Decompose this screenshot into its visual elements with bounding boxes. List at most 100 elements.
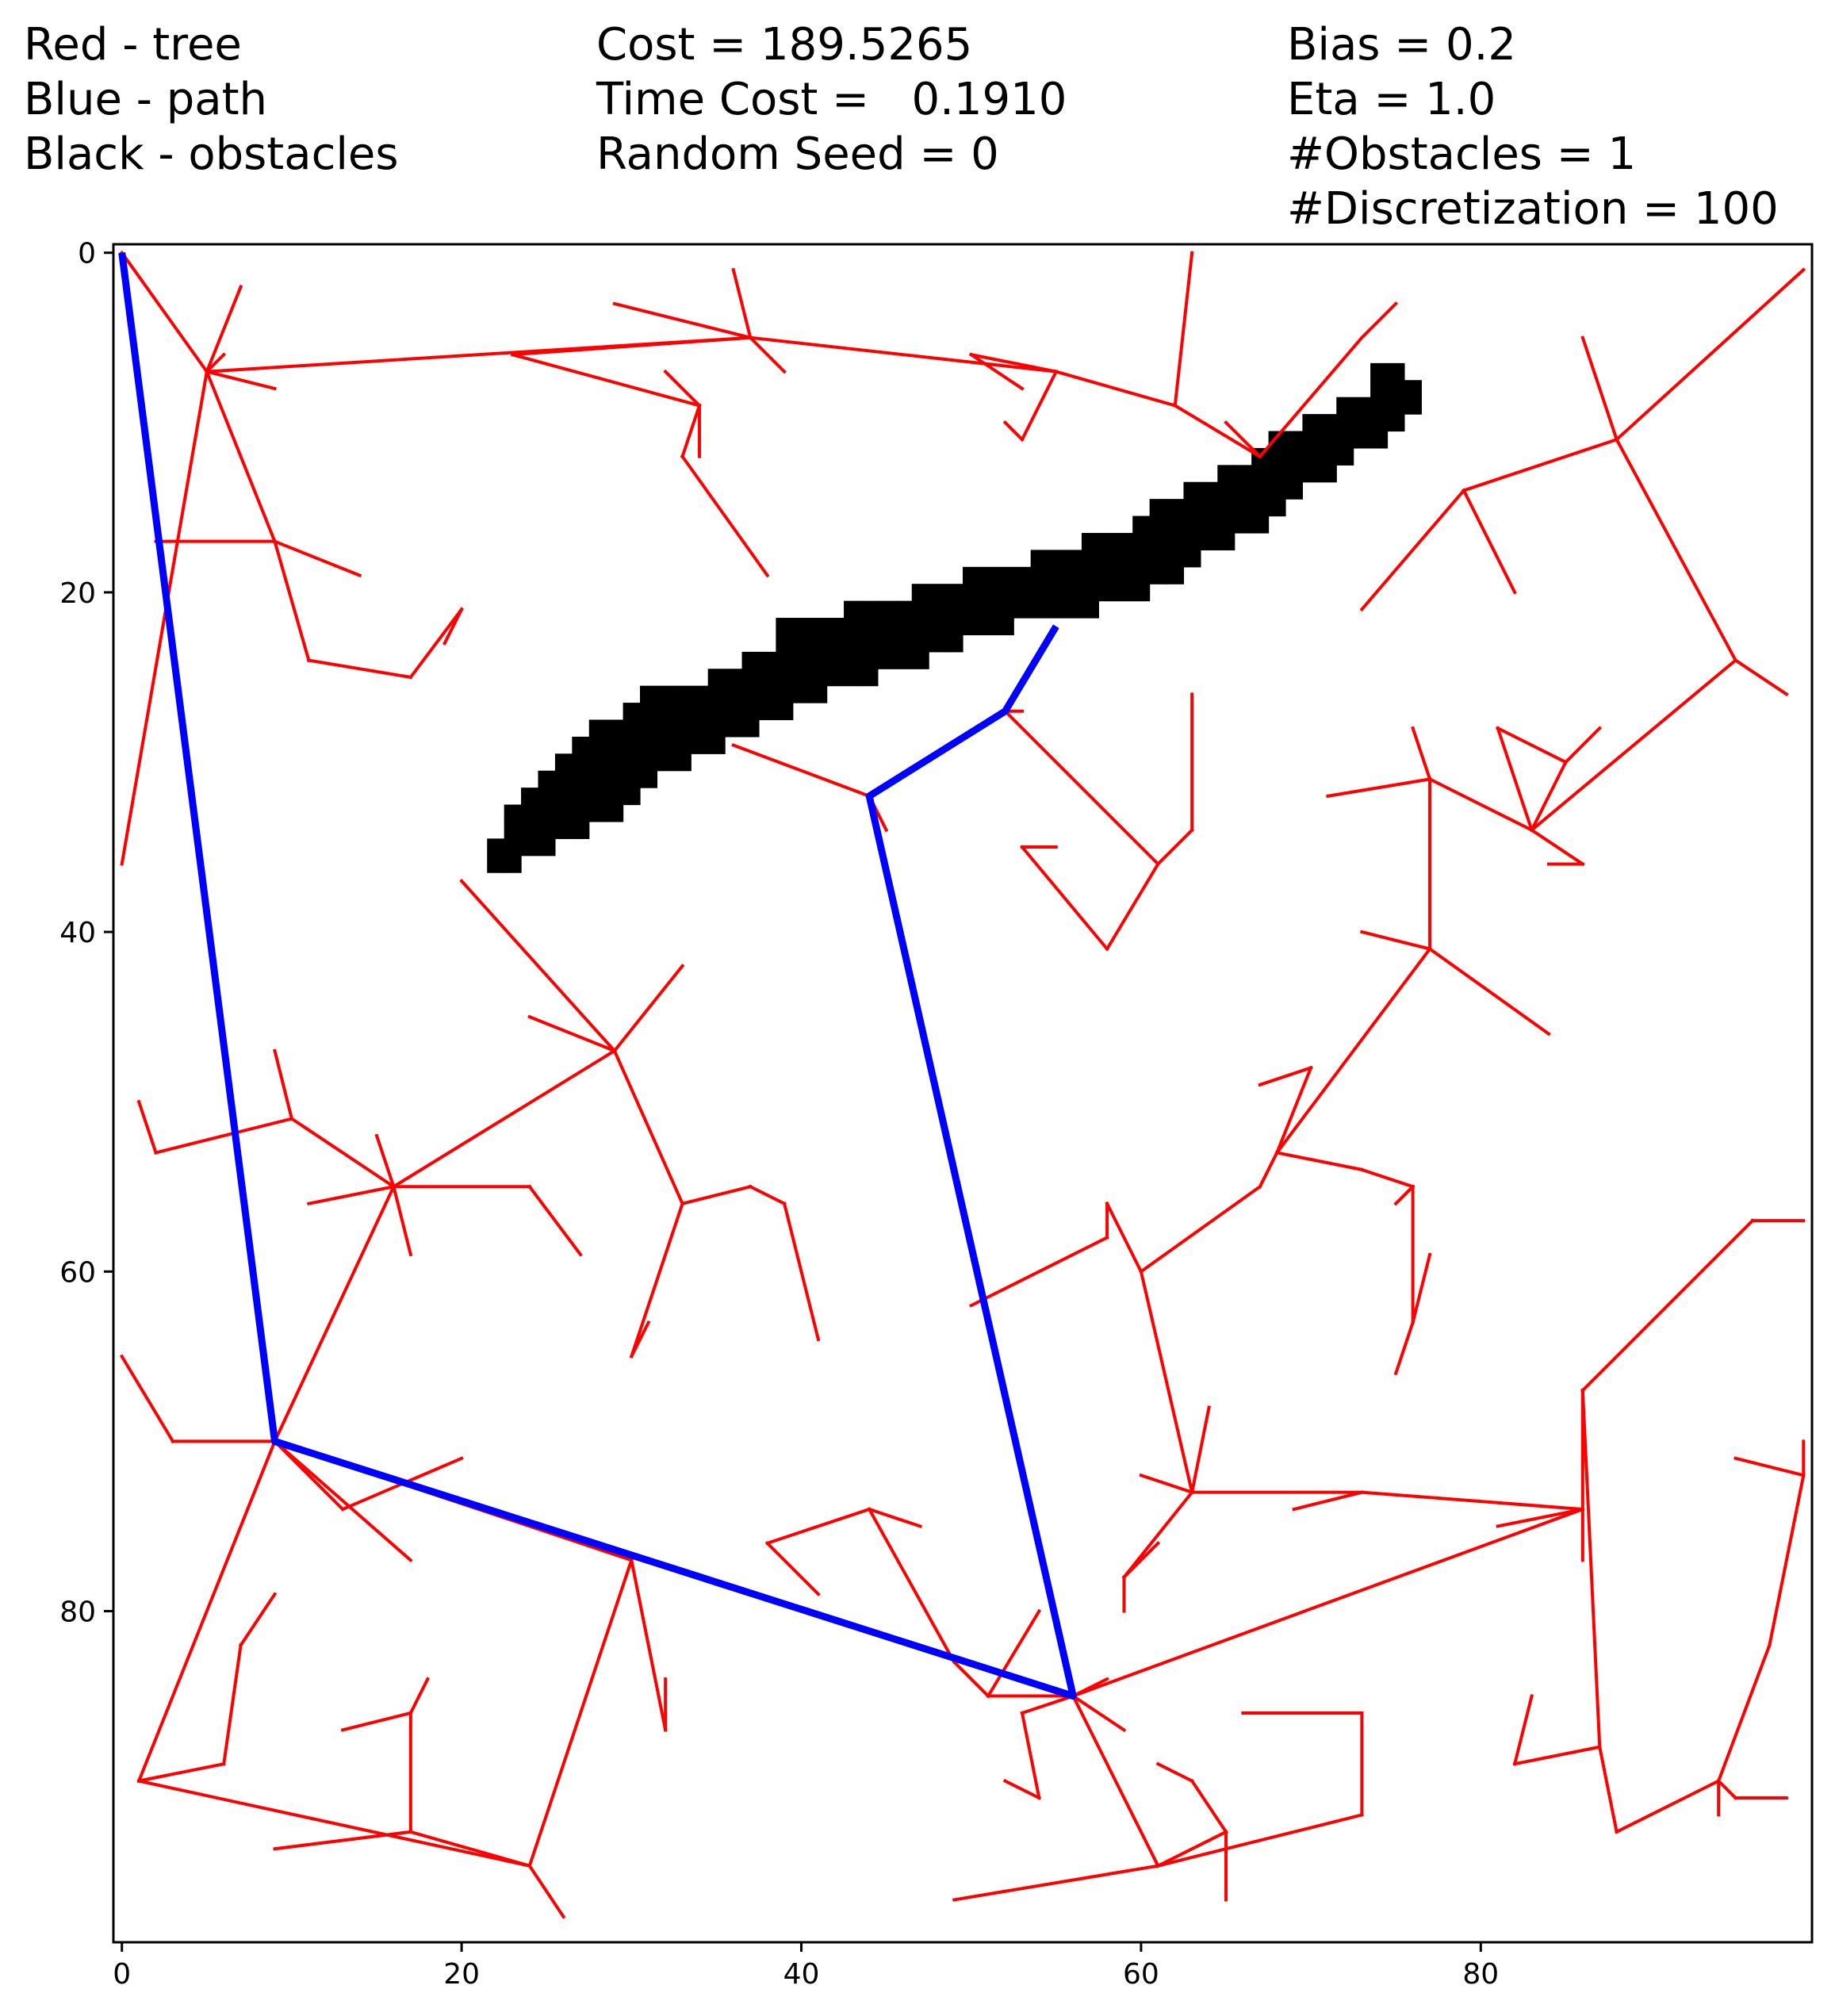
obstacle-cell bbox=[707, 669, 726, 687]
obstacle-cell bbox=[657, 753, 675, 772]
cost-label: Cost = 189.5265 bbox=[596, 19, 973, 71]
obstacle-cell bbox=[572, 770, 590, 788]
obstacle-cell bbox=[1115, 550, 1133, 568]
tree-edge bbox=[1155, 1812, 1364, 1868]
tree-edge bbox=[307, 658, 413, 680]
tree-edge bbox=[969, 1235, 1109, 1308]
tree-edge bbox=[1189, 1405, 1211, 1494]
tree-edge bbox=[1427, 946, 1551, 1037]
plot-frame bbox=[112, 243, 1814, 1944]
obstacle-cell bbox=[1048, 584, 1066, 602]
obstacle-cell bbox=[895, 634, 913, 653]
obstacle-cell bbox=[1200, 532, 1218, 550]
obstacle-cell bbox=[979, 566, 998, 584]
obstacle-cell bbox=[860, 669, 879, 687]
tree-edge bbox=[680, 1184, 753, 1206]
obstacle-cell bbox=[911, 584, 929, 602]
obstacle-cell bbox=[929, 600, 947, 619]
tree-edge bbox=[1020, 845, 1109, 952]
legend-text: Red - tree Blue - path Black - obstacles bbox=[24, 17, 399, 182]
obstacle-cell bbox=[588, 719, 607, 738]
obstacle-cell bbox=[1302, 465, 1320, 483]
obstacle-cell bbox=[776, 618, 794, 636]
obstacle-cell bbox=[623, 753, 641, 772]
obstacle-cell bbox=[487, 838, 505, 857]
obstacle-cell bbox=[1167, 550, 1185, 568]
obstacle-cell bbox=[826, 634, 845, 653]
tree-edge bbox=[238, 1592, 278, 1648]
obstacle-cell bbox=[707, 719, 726, 738]
obstacle-cell bbox=[1336, 414, 1354, 432]
obstacle-cell bbox=[588, 770, 607, 788]
obstacle-cell bbox=[1115, 584, 1133, 602]
tree-edge bbox=[1716, 1642, 1772, 1784]
tree-edge bbox=[1121, 1541, 1161, 1580]
tree-edge bbox=[968, 352, 1025, 391]
obstacle-cell bbox=[844, 618, 862, 636]
x-axis-ticks: 0 20 40 60 80 bbox=[113, 1942, 1499, 1991]
obstacle-cell bbox=[792, 651, 810, 669]
tree-edge bbox=[1139, 1184, 1262, 1274]
obstacle-cell bbox=[776, 634, 794, 653]
tree-edge bbox=[1258, 1065, 1313, 1087]
tree-edge bbox=[1359, 301, 1399, 340]
obstacle-cell bbox=[1404, 380, 1422, 398]
obstacle-cell bbox=[606, 804, 624, 822]
obstacle-cell bbox=[1268, 431, 1286, 449]
tree-edge bbox=[1359, 488, 1466, 612]
obstacle-cell bbox=[741, 651, 760, 669]
tree-edge bbox=[1139, 1269, 1194, 1495]
tree-edge bbox=[1292, 1490, 1364, 1512]
obstacle-cell bbox=[606, 736, 624, 754]
tree-edge bbox=[340, 1711, 413, 1732]
obstacle-cell bbox=[1167, 515, 1185, 534]
tree-edge bbox=[1614, 267, 1806, 443]
tree-edge bbox=[952, 1659, 990, 1699]
obstacle-cell bbox=[691, 719, 709, 738]
obstacle-cell bbox=[1387, 397, 1405, 415]
obstacle-cell bbox=[1064, 550, 1082, 568]
obstacle-cell bbox=[810, 634, 828, 653]
obstacle-cell bbox=[1013, 600, 1032, 619]
obstacle-cell bbox=[640, 736, 658, 754]
obstacle-cell bbox=[1353, 414, 1371, 432]
obstacle-cell bbox=[776, 651, 794, 669]
obstacle-cell bbox=[1098, 550, 1117, 568]
obstacle-cell bbox=[1132, 584, 1151, 602]
obstacle-cell bbox=[521, 788, 539, 806]
obstacle-cell bbox=[1285, 431, 1303, 449]
tree-edge bbox=[969, 352, 1059, 374]
obstacle-cell bbox=[504, 821, 522, 839]
tree-edge bbox=[1496, 1507, 1585, 1528]
obstacle-cell bbox=[929, 618, 947, 636]
obstacle-cell bbox=[1234, 515, 1252, 534]
tree-edge bbox=[511, 335, 753, 357]
obstacle-cell bbox=[1081, 600, 1099, 619]
tree-edge bbox=[374, 1133, 396, 1189]
obstacle-cell bbox=[929, 634, 947, 653]
obstacle-cell bbox=[487, 855, 505, 873]
tree-edge bbox=[1274, 946, 1432, 1156]
obstacle-cell bbox=[504, 855, 522, 873]
obstacle-cell bbox=[895, 600, 913, 619]
tree-edge bbox=[1258, 1150, 1279, 1189]
legend-obstacles: Black - obstacles bbox=[24, 128, 399, 180]
obstacle-cell bbox=[1370, 431, 1389, 449]
tree-edge bbox=[459, 879, 617, 1053]
tree-edge bbox=[273, 1048, 294, 1121]
obstacle-cell bbox=[1081, 566, 1099, 584]
obstacle-cell bbox=[606, 770, 624, 788]
obstacle-cell bbox=[673, 736, 691, 754]
tree-edge bbox=[1054, 370, 1178, 408]
obstacle-cell bbox=[1098, 532, 1117, 550]
obstacle-cell bbox=[1319, 465, 1337, 483]
obstacle-cell bbox=[776, 685, 794, 703]
obstacle-cell bbox=[1217, 532, 1235, 550]
obstacle-cell bbox=[1268, 481, 1286, 500]
tree-edge bbox=[731, 743, 872, 799]
tree-edge bbox=[1002, 708, 1161, 867]
obstacle-cell bbox=[606, 788, 624, 806]
obstacle-cell bbox=[572, 804, 590, 822]
obstacle-cell bbox=[538, 821, 556, 839]
obstacle-cell bbox=[588, 804, 607, 822]
